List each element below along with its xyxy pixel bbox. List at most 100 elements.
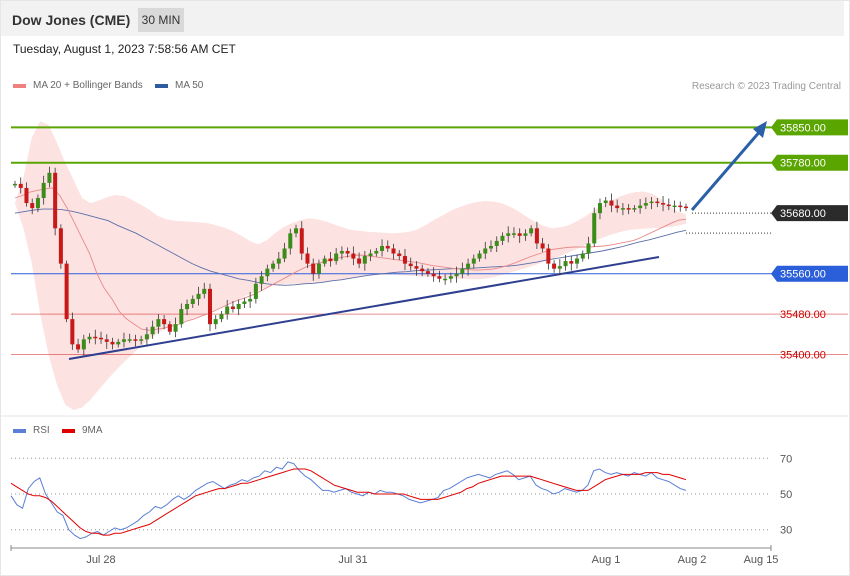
candle-body [58,228,63,264]
candle-body [454,273,459,277]
candle-body [276,258,281,264]
candle-body [110,341,115,345]
candle-body [173,324,178,332]
candle-body [288,233,293,249]
candle-body [534,228,539,244]
candle-body [437,276,442,279]
candle-body [259,276,264,284]
candle-body [271,263,276,269]
candle-body [133,339,138,341]
legend-label-9ma: 9MA [82,425,103,436]
rsi-series-9ma [10,468,687,536]
legend-swatch-ma20 [13,83,26,88]
candle-body [104,339,109,342]
interval-button[interactable]: 30 MIN [138,8,184,32]
candle-body [35,198,40,209]
candle-body [477,253,482,259]
candle-body [362,256,367,264]
candle-body [638,205,643,209]
candle-body [380,245,385,251]
ma50-line [14,208,687,286]
candle-body [506,233,511,236]
support-trendline [68,256,660,360]
level-label-35780.00: 35780.00 [780,158,826,170]
candle-body [643,203,648,206]
candle-body [672,205,677,208]
candle-body [265,268,270,277]
candle-body [230,306,235,310]
candle-body [207,288,212,325]
candle-body [242,301,247,304]
x-tick-label: Aug 2 [678,554,707,566]
current-price-tag [771,205,848,222]
candle-body [626,208,631,210]
legend-label-rsi: RSI [33,425,50,436]
candle-body [615,205,620,209]
candle-body [592,213,597,244]
credit-text: Research © 2023 Trading Central [691,81,841,92]
candle-body [580,253,585,259]
candle-body [563,261,568,267]
candle-body [443,278,448,281]
candle-body [53,172,58,229]
candle-body [41,182,46,199]
candle-body [282,248,287,259]
candle-body [144,334,149,340]
candle-body [586,243,591,254]
candle-body [196,293,201,299]
instrument-title: Dow Jones (CME) [12,12,131,28]
candle-body [575,258,580,264]
candle-body [557,266,562,269]
candle-body [391,248,396,254]
candle-body [162,319,167,325]
ma20-line [14,187,687,331]
legend-label-ma50: MA 50 [175,80,204,91]
candle-body [546,248,551,264]
x-tick-label: Jul 31 [338,554,367,566]
rsi-tick-70: 70 [780,453,792,465]
candle-body [683,206,689,209]
candle-body [431,273,436,277]
level-label-35560.00: 35560.00 [780,269,826,281]
candle-body [99,337,104,340]
candle-body [219,314,224,320]
candle-body [569,261,574,264]
candle-body [253,283,258,299]
rsi-tick-50: 50 [780,489,792,501]
level-tag-35780.00 [771,154,848,171]
candle-body [12,183,18,186]
level-label-35400.00: 35400.00 [780,349,826,361]
candle-body [540,243,545,249]
candle-body [316,263,321,274]
candle-body [70,319,75,345]
candle-body [236,303,241,310]
candle-body [225,306,230,315]
candle-body [305,253,310,264]
candle-body [299,228,304,254]
candle-body [678,205,683,208]
candle-body [425,271,430,274]
candle-body [179,309,184,325]
legend-swatch-ma50 [155,83,168,88]
legend-rsi: RSI [13,425,50,436]
candle-body [517,233,522,236]
level-label-35480.00: 35480.00 [780,309,826,321]
candle-body [597,203,602,214]
candle-body [368,253,373,257]
candle-body [190,298,195,304]
candle-body [139,339,144,341]
candle-body [150,326,155,335]
candle-body [420,268,425,272]
candle-body [494,240,499,246]
level-label-35850.00: 35850.00 [780,122,826,134]
candle-body [18,183,23,188]
legend-ma50: MA 50 [155,80,203,91]
candle-body [76,344,81,350]
candle-body [620,208,625,210]
candle-body [121,339,126,342]
candle-body [116,341,121,345]
candle-body [156,319,161,327]
x-tick-label: Aug 15 [744,554,779,566]
legend-ma20: MA 20 + Bollinger Bands [13,80,143,91]
forecast-arrow-head [753,121,767,138]
